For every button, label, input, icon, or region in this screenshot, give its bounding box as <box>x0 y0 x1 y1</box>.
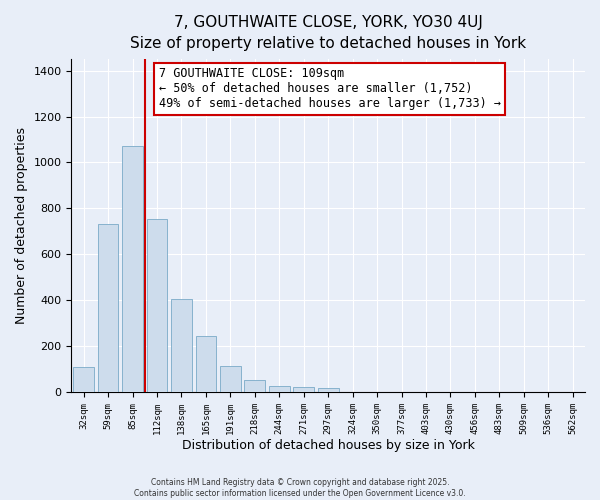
Bar <box>318 388 338 392</box>
Bar <box>122 146 143 392</box>
Bar <box>73 367 94 392</box>
Bar <box>244 380 265 392</box>
Bar <box>269 386 290 392</box>
Y-axis label: Number of detached properties: Number of detached properties <box>15 127 28 324</box>
Bar <box>171 299 192 392</box>
X-axis label: Distribution of detached houses by size in York: Distribution of detached houses by size … <box>182 440 475 452</box>
Bar <box>196 336 217 392</box>
Bar <box>293 387 314 392</box>
Text: 7 GOUTHWAITE CLOSE: 109sqm
← 50% of detached houses are smaller (1,752)
49% of s: 7 GOUTHWAITE CLOSE: 109sqm ← 50% of deta… <box>159 68 501 110</box>
Title: 7, GOUTHWAITE CLOSE, YORK, YO30 4UJ
Size of property relative to detached houses: 7, GOUTHWAITE CLOSE, YORK, YO30 4UJ Size… <box>130 15 526 51</box>
Bar <box>98 224 118 392</box>
Bar <box>146 220 167 392</box>
Text: Contains HM Land Registry data © Crown copyright and database right 2025.
Contai: Contains HM Land Registry data © Crown c… <box>134 478 466 498</box>
Bar <box>220 366 241 392</box>
